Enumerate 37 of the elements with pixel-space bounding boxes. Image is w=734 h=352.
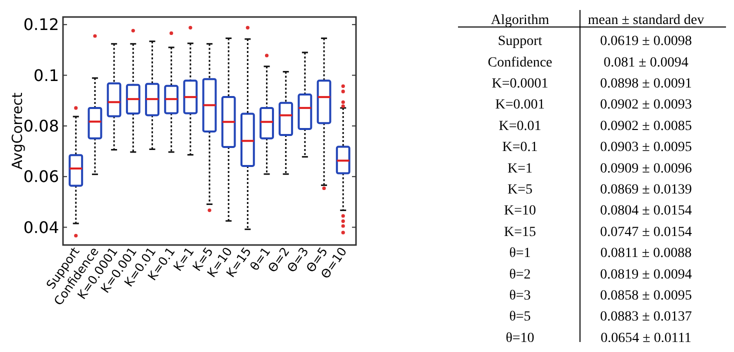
text: 0.0654 ± 0.0111 [600,330,692,346]
y-tick-label: 0.06 [23,167,59,186]
text: 0.0909 ± 0.0096 [600,161,692,176]
text: K=1 [507,161,533,176]
text: 0.0883 ± 0.0137 [600,310,692,325]
text: 0.0903 ± 0.0095 [600,140,692,156]
text: K=15 [504,224,536,240]
text: Algorithm [490,12,550,28]
y-tick-label: 0.04 [23,218,59,237]
text: θ=3 [509,288,531,304]
text: 0.0619 ± 0.0098 [600,34,692,50]
y-tick-label: 0.08 [23,116,59,136]
y-tick-label: 0.1 [34,66,59,85]
text: K=5 [507,182,533,198]
text: 0.0869 ± 0.0139 [600,182,692,198]
text: Support [498,34,542,50]
text: 0.0811 ± 0.0088 [600,246,692,262]
text: K=0.001 [495,98,545,113]
text: Confidence [488,55,552,70]
y-axis-title: AvgCorrect [10,92,26,170]
text: θ=10 [506,330,534,346]
text: 0.0898 ± 0.0091 [600,76,692,92]
text: 0.081 ± 0.0094 [604,55,688,70]
text: K=10 [504,204,536,219]
text: 0.0804 ± 0.0154 [600,204,692,219]
text: 0.0858 ± 0.0095 [600,288,692,304]
text: 0.0902 ± 0.0085 [600,118,692,134]
text: K=0.1 [502,140,538,156]
text: 0.0819 ± 0.0094 [600,267,692,282]
y-tick-label: 0.12 [23,15,59,34]
text: θ=2 [509,267,531,282]
text: K=0.0001 [492,76,548,92]
text: K=0.01 [498,118,542,134]
text: 0.0902 ± 0.0093 [600,98,692,113]
text: 0.0747 ± 0.0154 [600,224,692,240]
text: θ=5 [509,310,531,325]
text: mean ± standard dev [588,12,704,28]
